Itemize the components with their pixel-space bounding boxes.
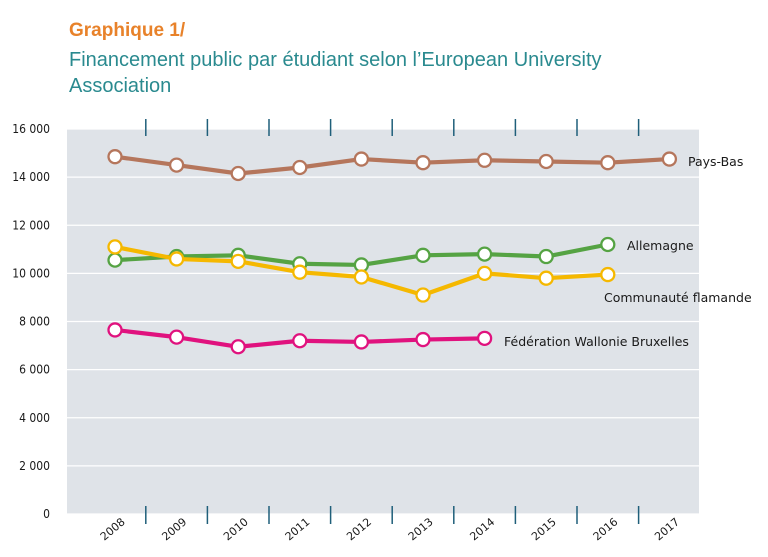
x-tick-label: 2016: [591, 515, 621, 543]
series-label-communaute-flamande: Communauté flamande: [604, 290, 752, 305]
x-tick-label: 2011: [283, 515, 313, 543]
series-labels: Pays-Bas Allemagne Communauté flamande Fédé…: [504, 154, 752, 349]
x-tick-label: 2008: [98, 515, 128, 543]
data-point: [107, 239, 123, 255]
series-communaute-flamande: [107, 239, 616, 303]
y-tick-label: 10 000: [12, 266, 50, 280]
data-point: [415, 287, 431, 303]
data-point: [168, 329, 185, 345]
x-tick-label: 2015: [529, 515, 559, 543]
x-axis: 2008 2009 2010 2011 2012 2013 2014 2015 2016 2017: [98, 515, 682, 543]
series-label-pays-bas: Pays-Bas: [688, 154, 743, 169]
x-tick-marks: [145, 119, 640, 524]
y-tick-label: 12 000: [12, 218, 50, 232]
data-point: [538, 153, 554, 170]
data-point: [353, 269, 370, 285]
y-axis: 0 2 000 4 000 6 000 8 000 10 000 12 000 14 000 1…: [12, 122, 50, 521]
data-point: [415, 247, 431, 263]
x-tick-label: 2009: [159, 515, 189, 543]
data-point: [476, 330, 493, 346]
series-pays-bas: [107, 149, 678, 182]
data-point: [415, 331, 431, 348]
series-federation-wallonie-bruxelles: [107, 322, 493, 355]
data-point: [476, 246, 493, 262]
x-tick-label: 2012: [344, 515, 374, 543]
series-line: [112, 154, 672, 176]
y-tick-label: 4 000: [19, 411, 50, 425]
x-tick-label: 2014: [467, 515, 497, 543]
series-label-allemagne: Allemagne: [627, 238, 694, 253]
data-point: [600, 236, 616, 253]
y-tick-label: 16 000: [12, 122, 50, 136]
y-tick-label: 8 000: [19, 315, 50, 329]
data-point: [600, 155, 616, 171]
series-label-federation-wallonie-bruxelles: Fédération Wallonie Bruxelles: [504, 334, 689, 349]
data-point: [476, 265, 493, 282]
y-tick-label: 14 000: [12, 170, 50, 184]
data-point: [168, 251, 185, 267]
data-point: [353, 151, 370, 167]
data-point: [415, 155, 431, 171]
data-point: [107, 322, 123, 338]
y-tick-label: 6 000: [19, 363, 50, 377]
data-point: [107, 252, 123, 268]
series-group: [107, 149, 678, 355]
data-point: [168, 157, 185, 173]
data-point: [230, 339, 246, 355]
data-point: [476, 152, 493, 168]
data-point: [600, 266, 616, 283]
chart-title: Financement public par étudiant selon l’…: [69, 49, 602, 97]
x-tick-label: 2013: [406, 515, 436, 543]
data-point: [292, 333, 308, 349]
data-point: [353, 334, 370, 350]
data-point: [230, 165, 246, 182]
data-point: [292, 264, 308, 280]
data-point: [538, 270, 554, 286]
data-point: [538, 248, 554, 265]
x-tick-label: 2010: [221, 515, 251, 543]
data-point: [230, 253, 246, 269]
y-tick-label: 2 000: [19, 459, 50, 473]
data-point: [292, 159, 308, 176]
chart-kicker: Graphique 1/: [69, 20, 186, 41]
y-tick-label: 0: [43, 507, 50, 521]
data-point: [661, 151, 678, 167]
data-point: [107, 149, 123, 165]
x-tick-label: 2017: [652, 515, 682, 543]
